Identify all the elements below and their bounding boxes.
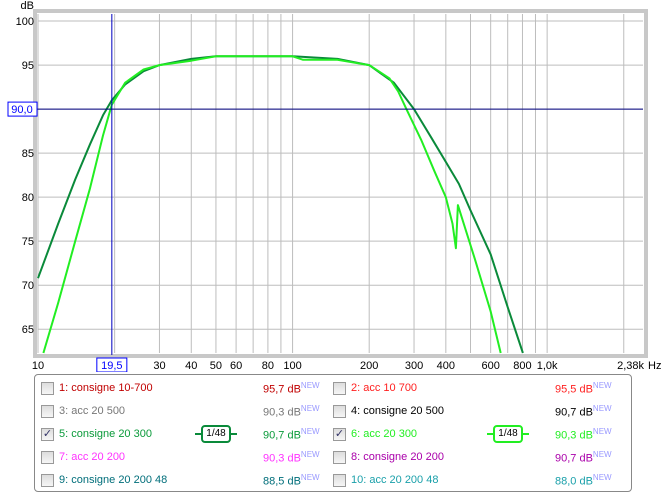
- series-label: 8: consigne 20 200: [351, 451, 444, 463]
- series-level-value: 88,5 dBNEW: [263, 473, 320, 488]
- series-level-value: 90,7 dBNEW: [555, 404, 612, 419]
- legend-item: ✓ 5: consigne 20 300: [41, 426, 152, 442]
- series-level-value: 95,7 dBNEW: [263, 381, 320, 396]
- series-level-value: 90,7 dBNEW: [263, 427, 320, 442]
- y-tick-label: 95: [22, 60, 34, 72]
- series-checkbox[interactable]: [333, 473, 346, 487]
- series-checkbox[interactable]: ✓: [333, 427, 346, 441]
- y-tick-label: 70: [22, 280, 34, 292]
- series-checkbox[interactable]: [41, 473, 54, 487]
- cursor-y-readout: 90,0: [11, 104, 32, 116]
- legend-item: 1: consigne 10-700: [41, 380, 153, 396]
- series-label: 6: acc 20 300: [351, 428, 418, 440]
- series-label: 4: consigne 20 500: [351, 405, 444, 417]
- y-axis-label: dB: [21, 0, 34, 12]
- series-checkbox[interactable]: [41, 450, 54, 464]
- new-badge: NEW: [300, 427, 320, 436]
- series-label: 5: consigne 20 300: [59, 428, 152, 440]
- y-tick-label: 85: [22, 148, 34, 160]
- x-tick-label: 600: [481, 360, 499, 372]
- new-badge: NEW: [300, 404, 320, 413]
- series-label: 2: acc 10 700: [351, 382, 418, 394]
- legend-item: 3: acc 20 500: [41, 403, 125, 419]
- new-badge: NEW: [300, 450, 320, 459]
- series-level-value: 90,3 dBNEW: [555, 427, 612, 442]
- x-tick-label: 80: [262, 360, 274, 372]
- series-label: 10: acc 20 200 48: [351, 474, 439, 486]
- series-level-value: 90,3 dBNEW: [263, 404, 320, 419]
- series-label: 3: acc 20 500: [59, 405, 126, 417]
- series-level-value: 90,3 dBNEW: [263, 450, 320, 465]
- x-tick-label: 60: [230, 360, 242, 372]
- series-checkbox[interactable]: [333, 404, 346, 418]
- series-checkbox[interactable]: [333, 381, 346, 395]
- series-checkbox[interactable]: [333, 450, 346, 464]
- frequency-response-chart[interactable]: 65 70 75 80 85 95 100 dB 10 30 40 50 60 80 100 200 300 40…: [0, 0, 664, 372]
- smoothing-button[interactable]: 1/48: [195, 425, 237, 443]
- smoothing-button[interactable]: 1/48: [487, 425, 529, 443]
- x-tick-label: 400: [437, 360, 455, 372]
- plot-frame: [33, 9, 648, 358]
- cursor-y-box: [7, 101, 38, 117]
- series-label: 9: consigne 20 200 48: [59, 474, 168, 486]
- legend-item: 4: consigne 20 500: [333, 403, 444, 419]
- new-badge: NEW: [592, 450, 612, 459]
- new-badge: NEW: [592, 404, 612, 413]
- y-tick-label: 80: [22, 192, 34, 204]
- y-tick-label: 65: [22, 324, 34, 336]
- new-badge: NEW: [592, 427, 612, 436]
- series-label: 7: acc 20 200: [59, 451, 126, 463]
- x-tick-label: 800: [513, 360, 531, 372]
- legend-item: 8: consigne 20 200: [333, 449, 444, 465]
- new-badge: NEW: [592, 381, 612, 390]
- x-tick-label: 300: [405, 360, 423, 372]
- cursor-x-box: [96, 357, 128, 372]
- series-label: 1: consigne 10-700: [59, 382, 153, 394]
- series-checkbox[interactable]: [41, 381, 54, 395]
- x-tick-label: 200: [360, 360, 378, 372]
- legend-panel: 1: consigne 10-700 95,7 dBNEW 2: acc 10 70…: [34, 374, 632, 492]
- legend-item: 10: acc 20 200 48: [333, 472, 438, 488]
- series-line: [42, 55, 502, 354]
- x-tick-label: 40: [185, 360, 197, 372]
- new-badge: NEW: [300, 473, 320, 482]
- x-tick-label: 2,38k: [617, 360, 644, 372]
- series-level-value: 88,0 dBNEW: [555, 473, 612, 488]
- series-level-value: 95,5 dBNEW: [555, 381, 612, 396]
- series-checkbox[interactable]: [41, 404, 54, 418]
- cursor-x-readout: 19,5: [101, 360, 122, 372]
- legend-item: 7: acc 20 200: [41, 449, 125, 465]
- y-tick-label: 100: [16, 16, 34, 28]
- series-level-value: 90,7 dBNEW: [555, 450, 612, 465]
- x-tick-label: 10: [32, 360, 44, 372]
- new-badge: NEW: [592, 473, 612, 482]
- x-axis-label: Hz: [648, 360, 661, 372]
- y-tick-label: 75: [22, 236, 34, 248]
- x-tick-label: 100: [283, 360, 301, 372]
- legend-item: ✓ 6: acc 20 300: [333, 426, 417, 442]
- x-tick-label: 30: [153, 360, 165, 372]
- x-tick-label: 1,0k: [537, 360, 558, 372]
- x-tick-label: 50: [210, 360, 222, 372]
- legend-item: 2: acc 10 700: [333, 380, 417, 396]
- plot-area: [38, 14, 643, 353]
- series-checkbox[interactable]: ✓: [41, 427, 54, 441]
- legend-item: 9: consigne 20 200 48: [41, 472, 167, 488]
- new-badge: NEW: [300, 381, 320, 390]
